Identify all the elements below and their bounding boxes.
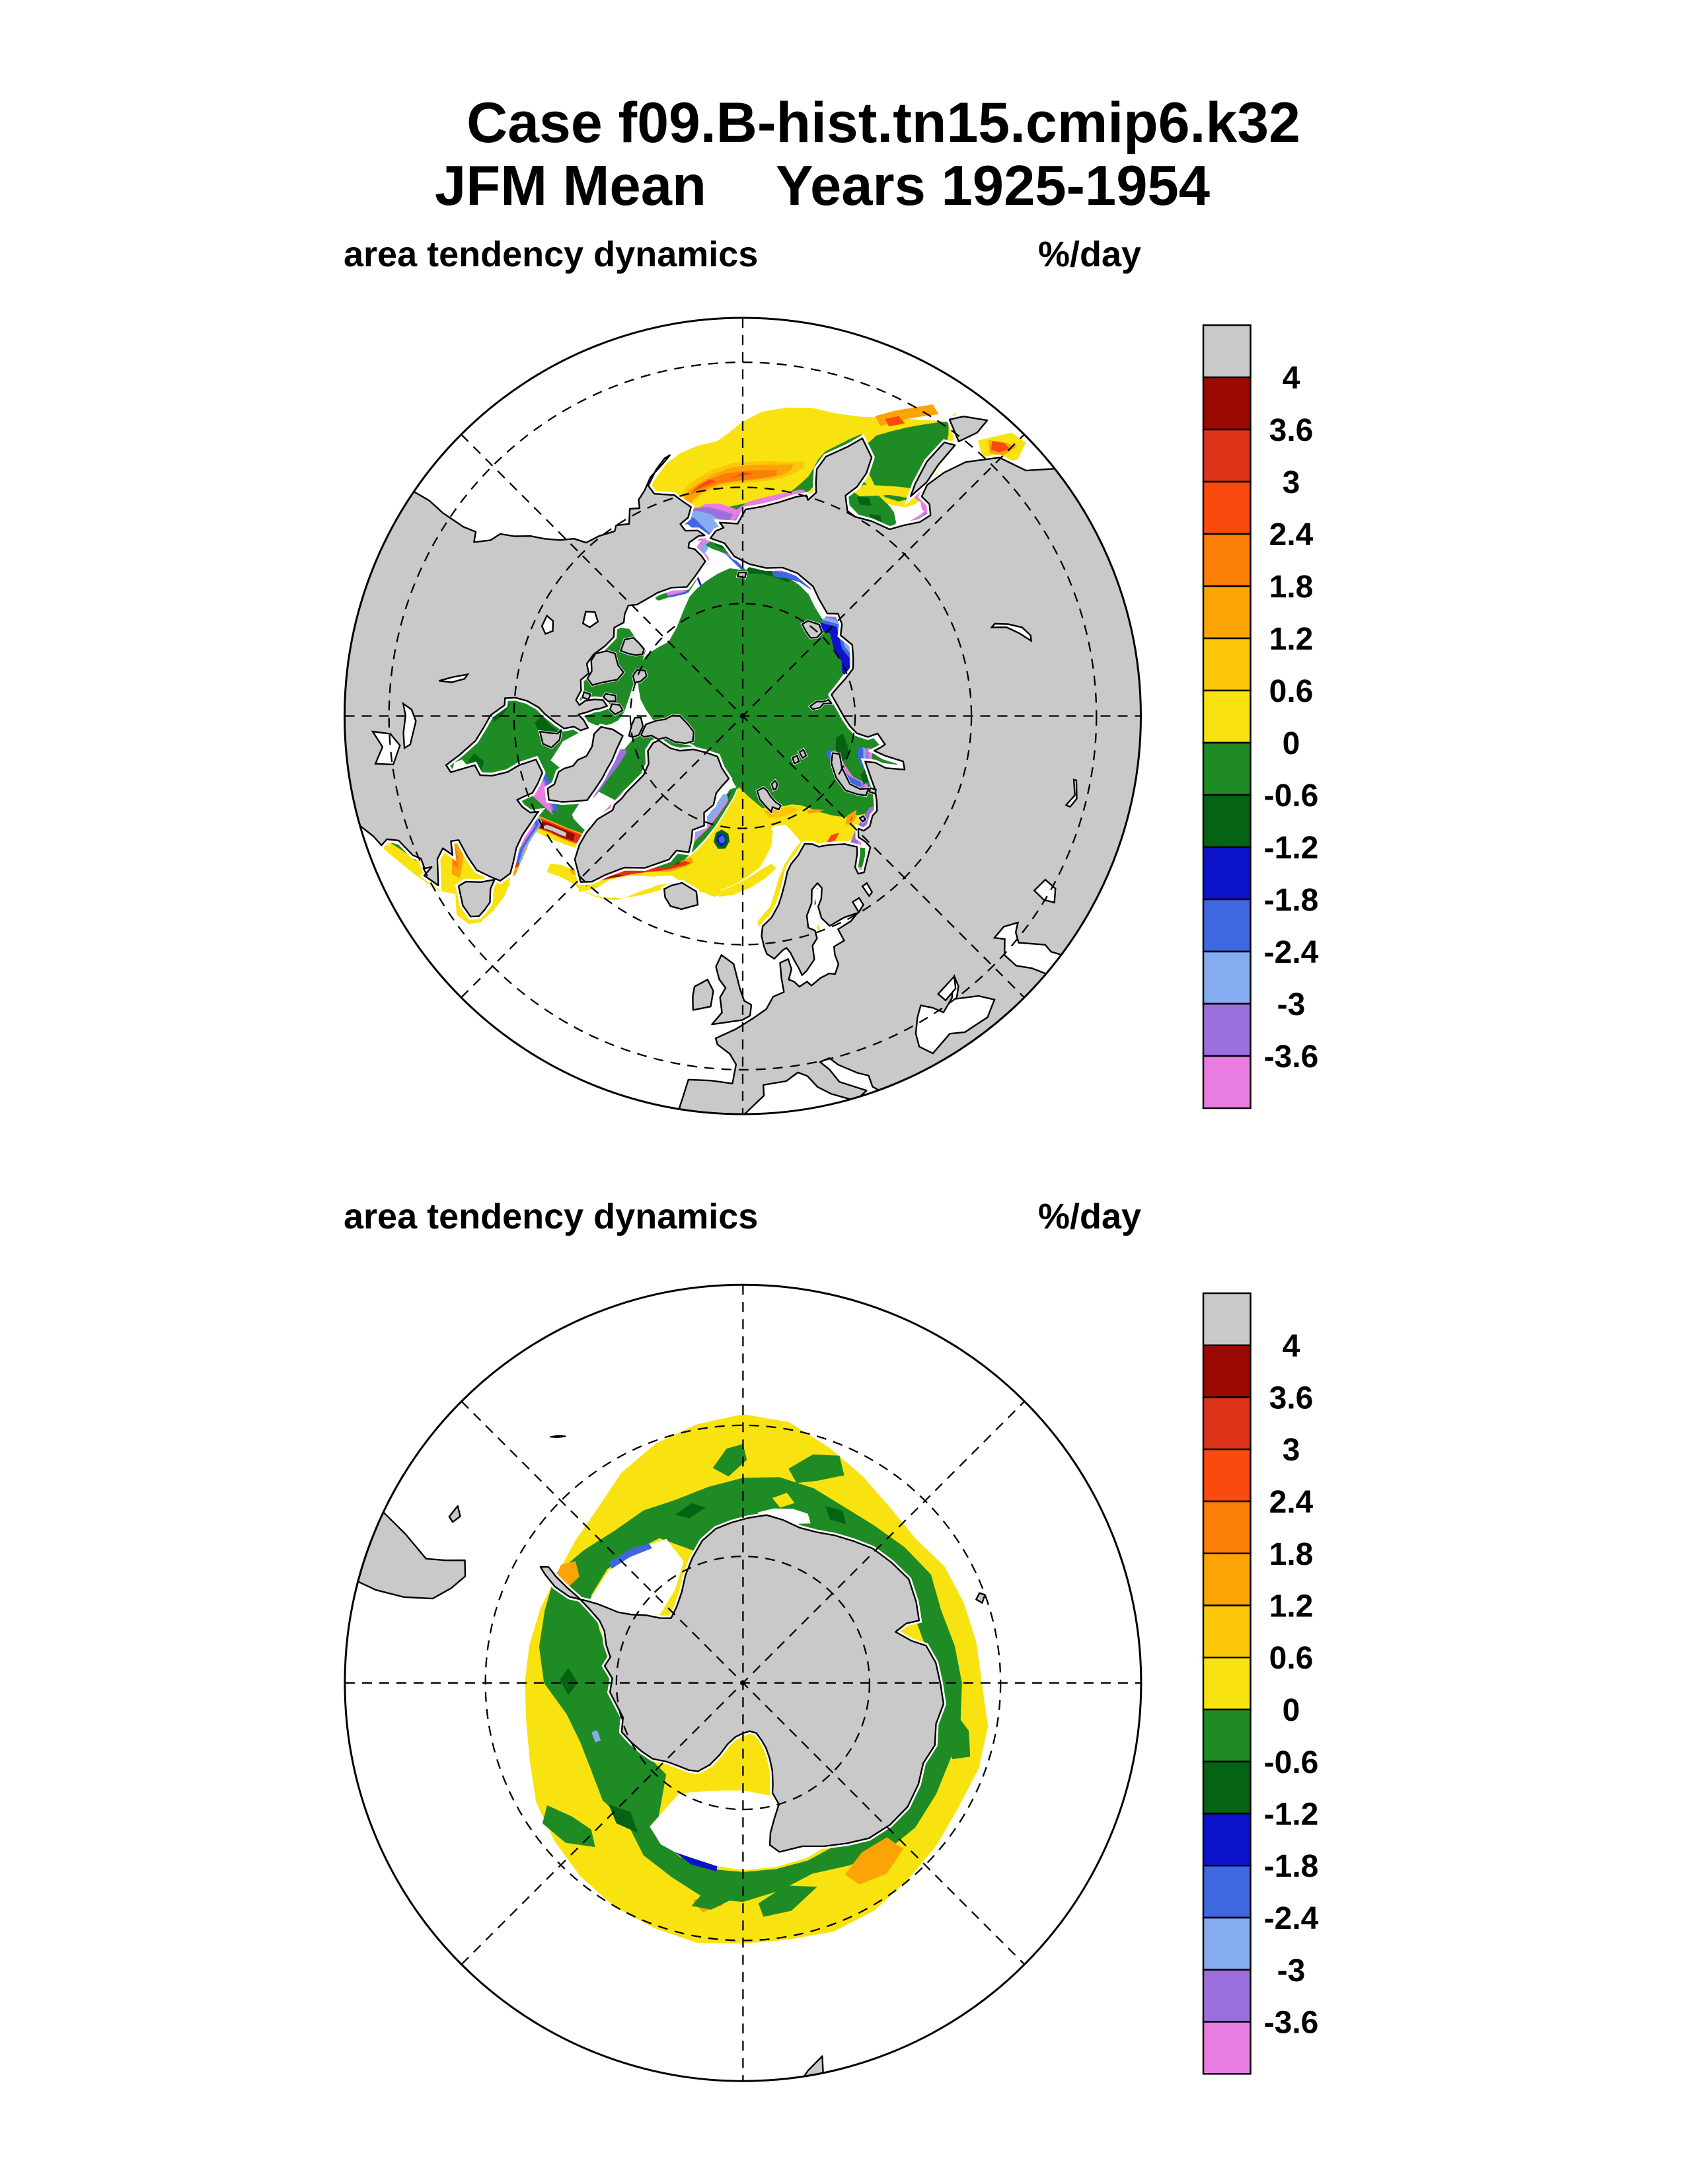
- svg-text:-3.6: -3.6: [1264, 1039, 1319, 1074]
- svg-text:3.6: 3.6: [1269, 413, 1314, 448]
- svg-text:area tendency dynamics: area tendency dynamics: [344, 235, 758, 274]
- svg-text:2.4: 2.4: [1269, 517, 1314, 552]
- svg-text:1.8: 1.8: [1269, 1537, 1314, 1572]
- svg-text:0.6: 0.6: [1269, 674, 1314, 709]
- svg-text:-1.8: -1.8: [1264, 1849, 1319, 1884]
- svg-text:3: 3: [1283, 1433, 1300, 1468]
- svg-text:-1.8: -1.8: [1264, 883, 1319, 918]
- svg-text:%/day: %/day: [1038, 1197, 1141, 1236]
- svg-text:%/day: %/day: [1038, 235, 1141, 274]
- svg-text:-2.4: -2.4: [1264, 935, 1319, 970]
- svg-text:1.2: 1.2: [1269, 1589, 1314, 1624]
- svg-text:-0.6: -0.6: [1264, 778, 1319, 813]
- svg-text:-3.6: -3.6: [1264, 2006, 1319, 2041]
- svg-text:Years 1925-1954: Years 1925-1954: [776, 155, 1210, 217]
- svg-text:3: 3: [1283, 465, 1300, 500]
- svg-text:-2.4: -2.4: [1264, 1901, 1319, 1936]
- svg-text:-1.2: -1.2: [1264, 1797, 1319, 1832]
- svg-text:0: 0: [1283, 726, 1300, 761]
- svg-text:JFM Mean: JFM Mean: [435, 155, 706, 217]
- svg-text:4: 4: [1283, 1329, 1300, 1364]
- svg-text:0.6: 0.6: [1269, 1641, 1314, 1676]
- svg-text:area tendency dynamics: area tendency dynamics: [344, 1197, 758, 1236]
- svg-text:-3: -3: [1277, 1953, 1306, 1988]
- svg-text:1.8: 1.8: [1269, 570, 1314, 605]
- svg-text:-1.2: -1.2: [1264, 831, 1319, 866]
- svg-text:2.4: 2.4: [1269, 1485, 1314, 1520]
- svg-text:4: 4: [1283, 361, 1300, 396]
- svg-text:1.2: 1.2: [1269, 622, 1314, 657]
- svg-text:-3: -3: [1277, 987, 1306, 1022]
- svg-text:Case f09.B-hist.tn15.cmip6.k32: Case f09.B-hist.tn15.cmip6.k32: [467, 91, 1300, 155]
- svg-text:3.6: 3.6: [1269, 1381, 1314, 1416]
- svg-text:-0.6: -0.6: [1264, 1745, 1319, 1780]
- svg-text:0: 0: [1283, 1693, 1300, 1728]
